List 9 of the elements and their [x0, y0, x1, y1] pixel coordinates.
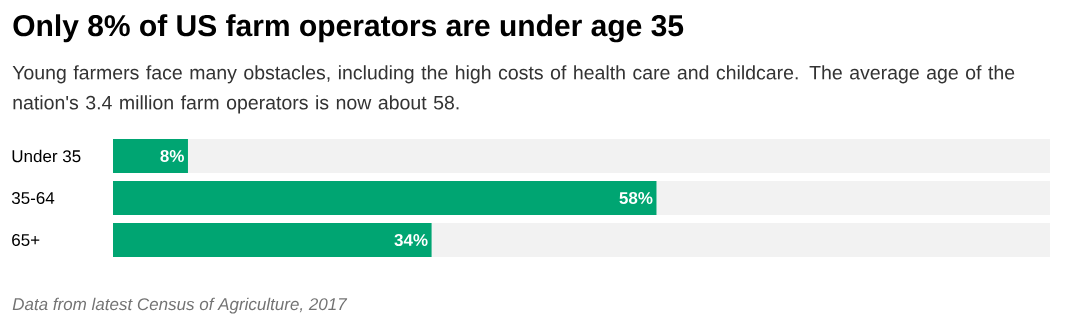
data-label: 58% [619, 191, 653, 205]
data-label: 8% [160, 149, 184, 163]
chart-title: Only 8% of US farm operators are under age 35 [13, 14, 684, 43]
y-tick-label: 65+ [12, 233, 40, 247]
y-tick-label: Under 35 [12, 149, 81, 163]
y-tick-label: 35-64 [11, 191, 55, 205]
text: Data from latest Census of Agriculture, 2017 [12, 297, 348, 314]
chart-subtitle: Young farmers face many obstacles, including the high costs of health care and childcare. The average age of the nation's 3.4 million farm operators is now about 58. [12, 65, 1015, 114]
data-label: 34% [394, 233, 428, 247]
